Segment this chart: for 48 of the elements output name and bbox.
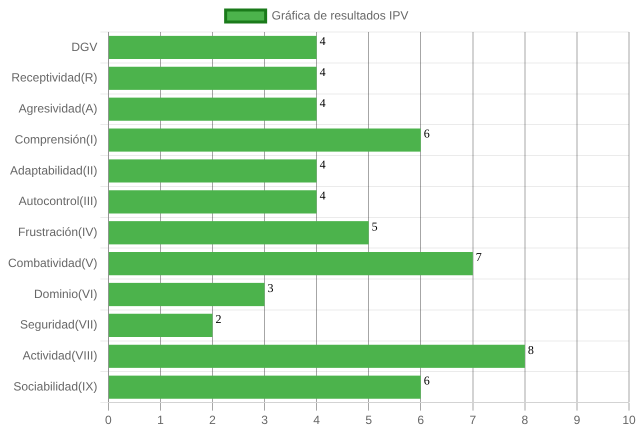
y-tick-label: Dominio(VI) — [34, 286, 98, 301]
bar — [108, 282, 265, 306]
legend-label: Gráfica de resultados IPV — [272, 8, 408, 22]
y-tick-label: Adaptabilidad(II) — [10, 163, 98, 178]
data-label: 4 — [320, 158, 326, 172]
x-tick-label: 0 — [105, 413, 112, 428]
y-tick-label: DGV — [71, 40, 98, 54]
x-tick-label: 2 — [209, 413, 216, 428]
data-label: 8 — [528, 342, 534, 357]
x-tick-label: 5 — [365, 413, 372, 428]
data-label: 6 — [424, 126, 430, 141]
bar — [108, 252, 473, 276]
x-tick-label: 1 — [157, 413, 164, 428]
bar — [108, 36, 317, 60]
bar — [108, 190, 317, 214]
x-tick-label: 9 — [574, 413, 581, 428]
data-label: 3 — [268, 281, 274, 296]
x-tick-label: 4 — [313, 413, 320, 428]
y-tick-label: Actividad(VIII) — [22, 348, 98, 363]
data-label: 4 — [320, 96, 326, 110]
data-label: 6 — [424, 374, 430, 388]
data-label: 4 — [320, 188, 326, 202]
y-tick-label: Agresividad(A) — [18, 102, 98, 116]
x-tick-label: 3 — [261, 413, 268, 428]
bar — [108, 66, 317, 90]
y-tick-label: Sociabilidad(IX) — [13, 379, 98, 394]
x-tick-label: 7 — [469, 413, 476, 428]
bar — [108, 98, 317, 121]
x-tick-label: 8 — [522, 413, 529, 428]
x-tick-label: 10 — [622, 413, 636, 428]
bar — [108, 376, 421, 399]
data-label: 4 — [320, 34, 326, 48]
data-label: 5 — [372, 219, 378, 234]
bar — [108, 221, 369, 244]
y-tick-label: Combatividad(V) — [8, 256, 98, 270]
x-tick-label: 6 — [417, 413, 424, 428]
data-label: 2 — [215, 312, 222, 326]
y-tick-label: Seguridad(VII) — [20, 318, 98, 332]
bar — [108, 314, 212, 337]
y-tick-label: Receptividad(R) — [11, 70, 98, 85]
data-label: 7 — [476, 250, 482, 264]
y-tick-label: Comprensión(I) — [14, 132, 98, 146]
y-tick-label: Frustración(IV) — [18, 225, 98, 240]
bar — [108, 128, 421, 152]
y-tick-label: Autocontrol(III) — [18, 194, 98, 208]
bar — [108, 159, 317, 183]
bar — [108, 344, 525, 368]
data-label: 4 — [320, 64, 326, 79]
